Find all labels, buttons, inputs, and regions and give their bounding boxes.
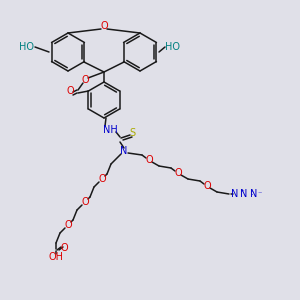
Text: O: O xyxy=(64,220,72,230)
Text: O: O xyxy=(60,243,68,253)
Text: O: O xyxy=(203,181,211,191)
Text: S: S xyxy=(129,128,135,138)
Text: OH: OH xyxy=(49,252,64,262)
Text: O: O xyxy=(100,21,108,31)
Text: N: N xyxy=(250,189,258,199)
Text: O: O xyxy=(174,168,182,178)
Text: HO: HO xyxy=(20,42,34,52)
Text: O: O xyxy=(81,197,89,207)
Text: ⁺: ⁺ xyxy=(240,190,244,196)
Text: :: : xyxy=(250,190,252,196)
Text: HO: HO xyxy=(166,42,181,52)
Text: ⁻: ⁻ xyxy=(258,190,262,199)
Text: O: O xyxy=(145,155,153,165)
Text: NH: NH xyxy=(103,125,117,135)
Text: N: N xyxy=(240,189,248,199)
Text: N: N xyxy=(120,146,128,156)
Text: O: O xyxy=(98,174,106,184)
Text: N: N xyxy=(231,189,239,199)
Text: O: O xyxy=(81,75,89,85)
Text: O: O xyxy=(66,86,74,96)
